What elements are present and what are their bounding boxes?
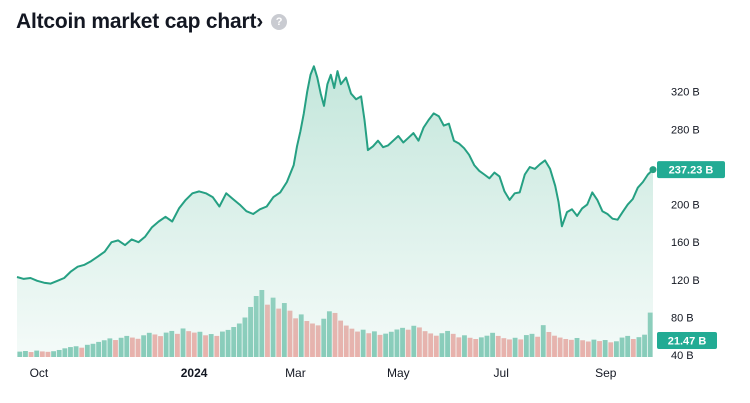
title-row: Altcoin market cap chart› ? [16, 10, 288, 34]
x-tick-label: 2024 [181, 366, 208, 380]
last-price-badge: 237.23 B [657, 161, 725, 179]
last-price-label: 237.23 B [669, 165, 714, 177]
y-tick-label: 80 B [671, 313, 694, 325]
help-icon[interactable]: ? [271, 14, 288, 30]
x-axis: Oct 2024 Mar May Jul Sep [30, 366, 617, 380]
x-tick-label: Oct [30, 366, 49, 380]
x-tick-label: May [387, 366, 410, 380]
x-tick-label: Jul [494, 366, 509, 380]
last-price-dot [649, 166, 657, 174]
price-line [16, 65, 654, 285]
y-tick-label: 280 B [671, 124, 700, 136]
y-tick-label: 40 B [671, 350, 694, 362]
y-tick-label: 320 B [671, 87, 700, 99]
x-tick-label: Mar [285, 366, 306, 380]
last-volume-badge: 21.47 B [657, 332, 717, 349]
y-tick-label: 160 B [671, 237, 700, 249]
y-tick-label: 120 B [671, 275, 700, 287]
price-area [17, 66, 653, 358]
y-tick-label: 200 B [671, 200, 700, 212]
chart-title-link[interactable]: Altcoin market cap chart› [16, 10, 264, 33]
x-tick-label: Sep [595, 366, 617, 380]
last-volume-label: 21.47 B [668, 336, 707, 348]
